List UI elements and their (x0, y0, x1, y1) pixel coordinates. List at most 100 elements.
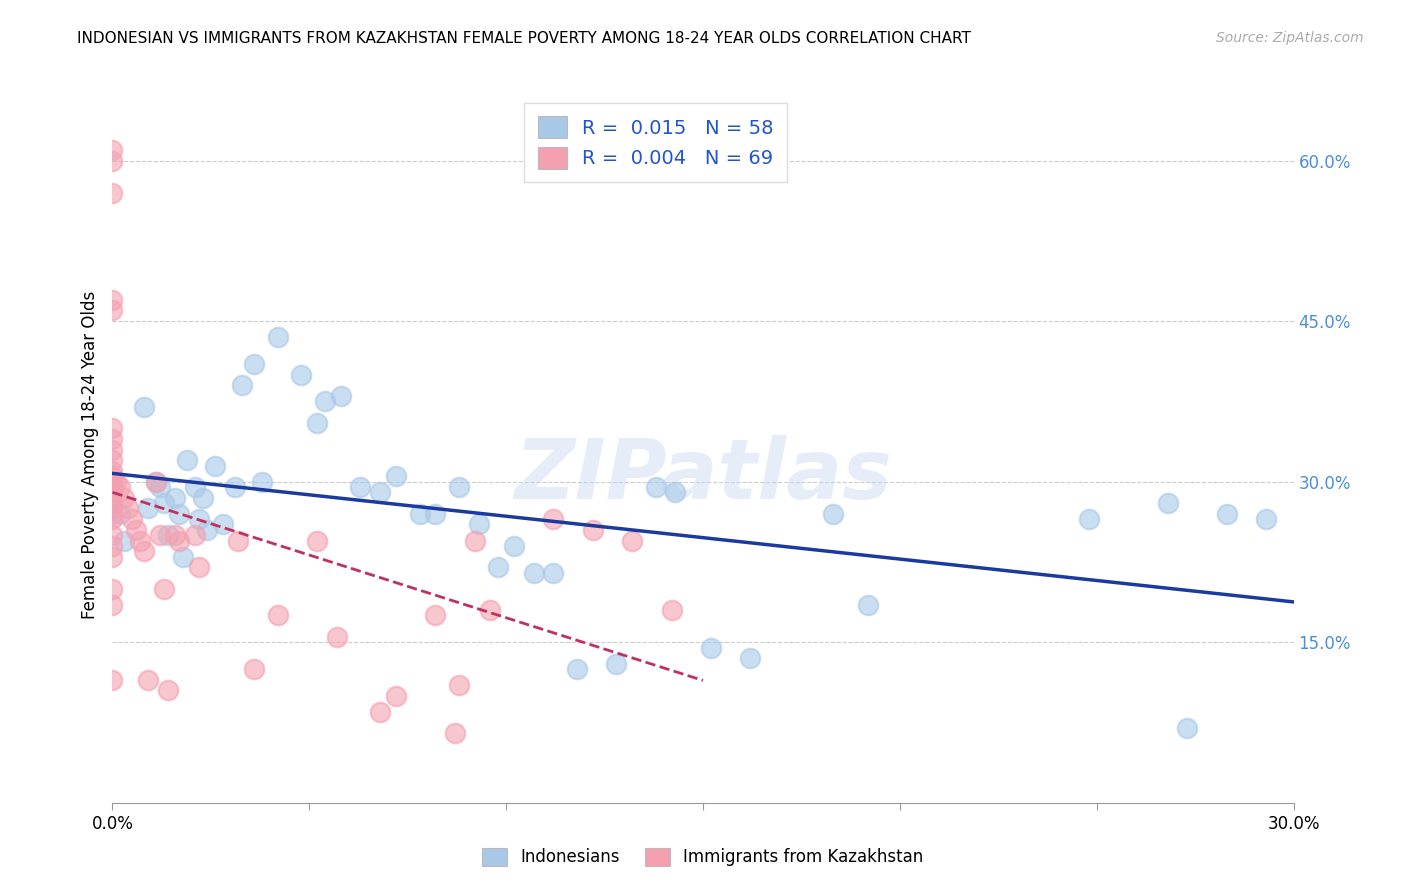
Point (543, 566, 565, 580)
Point (169, 507, 191, 521)
Point (176, 453, 198, 467)
Point (479, 603, 502, 617)
Point (243, 357, 266, 371)
Point (464, 533, 486, 548)
Point (184, 528, 207, 542)
Point (1215, 507, 1237, 521)
Point (523, 566, 546, 580)
Point (329, 389, 352, 403)
Point (172, 549, 194, 564)
Point (425, 507, 447, 521)
Point (101, 469, 124, 483)
Point (700, 640, 723, 655)
Point (486, 560, 509, 574)
Point (132, 400, 155, 414)
Point (250, 475, 273, 489)
Legend: R =  0.015   N = 58, R =  0.004   N = 69: R = 0.015 N = 58, R = 0.004 N = 69 (524, 103, 787, 182)
Point (101, 507, 124, 521)
Point (661, 603, 683, 617)
Text: Source: ZipAtlas.com: Source: ZipAtlas.com (1216, 31, 1364, 45)
Point (101, 442, 124, 457)
Point (543, 512, 565, 526)
Point (101, 491, 124, 505)
Point (121, 512, 143, 526)
Legend: Indonesians, Immigrants from Kazakhstan: Indonesians, Immigrants from Kazakhstan (474, 839, 932, 875)
Point (503, 539, 526, 553)
Point (211, 517, 233, 532)
Point (110, 507, 132, 521)
Point (101, 501, 124, 516)
Point (290, 368, 312, 382)
Point (231, 378, 253, 392)
Point (145, 475, 167, 489)
Point (101, 293, 124, 307)
Point (101, 496, 124, 510)
Point (740, 651, 762, 665)
Point (385, 689, 408, 703)
Point (228, 533, 250, 548)
Point (307, 416, 329, 430)
Point (188, 560, 211, 574)
Point (101, 480, 124, 494)
Point (224, 480, 246, 494)
Point (385, 469, 408, 483)
Point (101, 186, 124, 200)
Point (156, 528, 179, 542)
Point (101, 539, 124, 553)
Point (112, 491, 135, 505)
Point (101, 143, 124, 157)
Point (204, 458, 226, 473)
Point (112, 533, 135, 548)
Point (243, 662, 266, 676)
Point (447, 480, 470, 494)
Point (821, 507, 844, 521)
Point (1077, 512, 1099, 526)
Point (582, 523, 605, 537)
Point (101, 598, 124, 612)
Point (349, 480, 371, 494)
Point (149, 528, 172, 542)
Point (1156, 496, 1178, 510)
Point (326, 630, 349, 644)
Point (188, 512, 211, 526)
Point (664, 485, 686, 500)
Point (101, 303, 124, 318)
Point (101, 453, 124, 467)
Point (129, 533, 152, 548)
Point (408, 507, 430, 521)
Point (314, 394, 336, 409)
Point (110, 480, 132, 494)
Point (425, 608, 447, 623)
Point (644, 480, 666, 494)
Point (368, 705, 391, 719)
Point (117, 501, 139, 516)
Point (1254, 512, 1277, 526)
Point (101, 153, 124, 168)
Point (101, 673, 124, 687)
Point (447, 678, 470, 692)
Point (184, 480, 207, 494)
Point (605, 657, 627, 671)
Point (368, 485, 391, 500)
Point (195, 523, 218, 537)
Point (136, 501, 159, 516)
Point (1175, 721, 1198, 735)
Point (444, 726, 467, 740)
Point (152, 496, 174, 510)
Point (125, 523, 148, 537)
Point (191, 491, 214, 505)
Point (101, 485, 124, 500)
Point (101, 512, 124, 526)
Point (169, 533, 191, 548)
Point (307, 533, 329, 548)
Point (165, 528, 187, 542)
Point (101, 549, 124, 564)
Point (101, 464, 124, 478)
Point (105, 475, 128, 489)
Point (165, 491, 187, 505)
Point (101, 582, 124, 596)
Point (145, 475, 167, 489)
Y-axis label: Female Poverty Among 18-24 Year Olds: Female Poverty Among 18-24 Year Olds (80, 291, 98, 619)
Point (101, 475, 124, 489)
Point (101, 528, 124, 542)
